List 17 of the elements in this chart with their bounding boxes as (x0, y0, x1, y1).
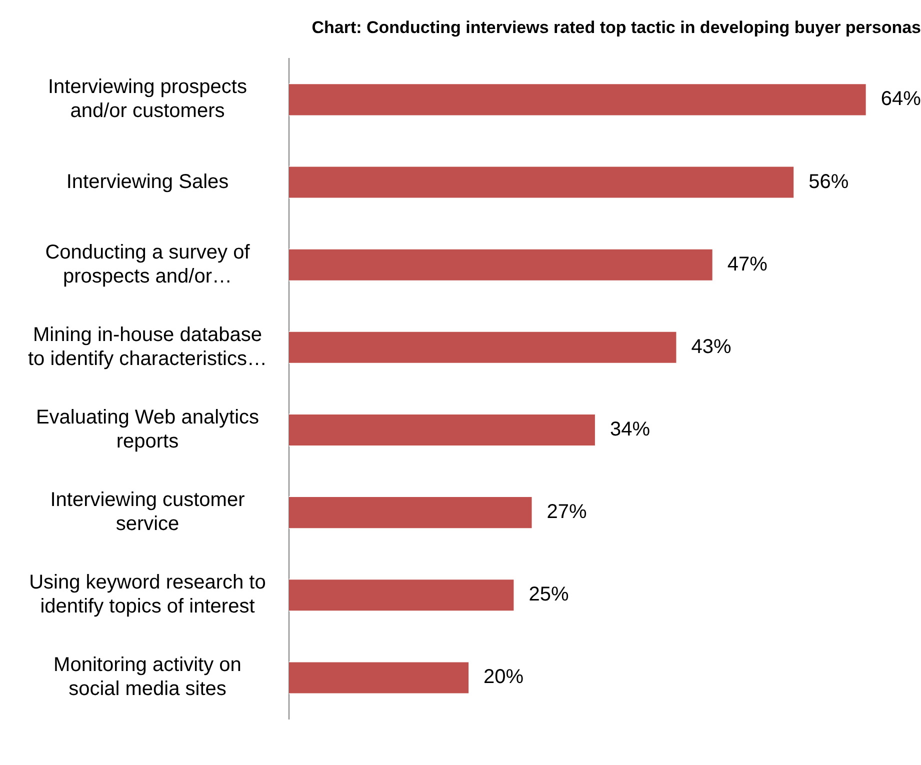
y-tick-label: Mining in-house database to identify characteristics… (28, 324, 267, 370)
y-tick-label: Interviewing Sales (66, 170, 229, 193)
y-tick-label: Using keyword research to identify topics of interest (29, 572, 266, 618)
y-tick-label: Interviewing customer service (50, 489, 246, 536)
y-tick-label: Evaluating Web analytics reports (36, 406, 260, 453)
data-label: 47% (727, 253, 768, 276)
data-label: 43% (691, 336, 732, 358)
chart-title: Chart: Conducting interviews rated top tactic in developing buyer personas (312, 18, 921, 37)
y-tick-label: Conducting a survey of prospects and/or… (45, 241, 250, 288)
data-label: 34% (610, 418, 650, 441)
data-label: 20% (484, 666, 524, 688)
data-label: 56% (808, 170, 849, 193)
y-tick-label: Monitoring activity on social media sites (54, 654, 242, 700)
data-label: 64% (880, 88, 921, 110)
data-label: 27% (546, 501, 587, 524)
y-tick-label: Interviewing prospects and/or customers (48, 76, 247, 122)
data-label: 25% (528, 584, 569, 606)
